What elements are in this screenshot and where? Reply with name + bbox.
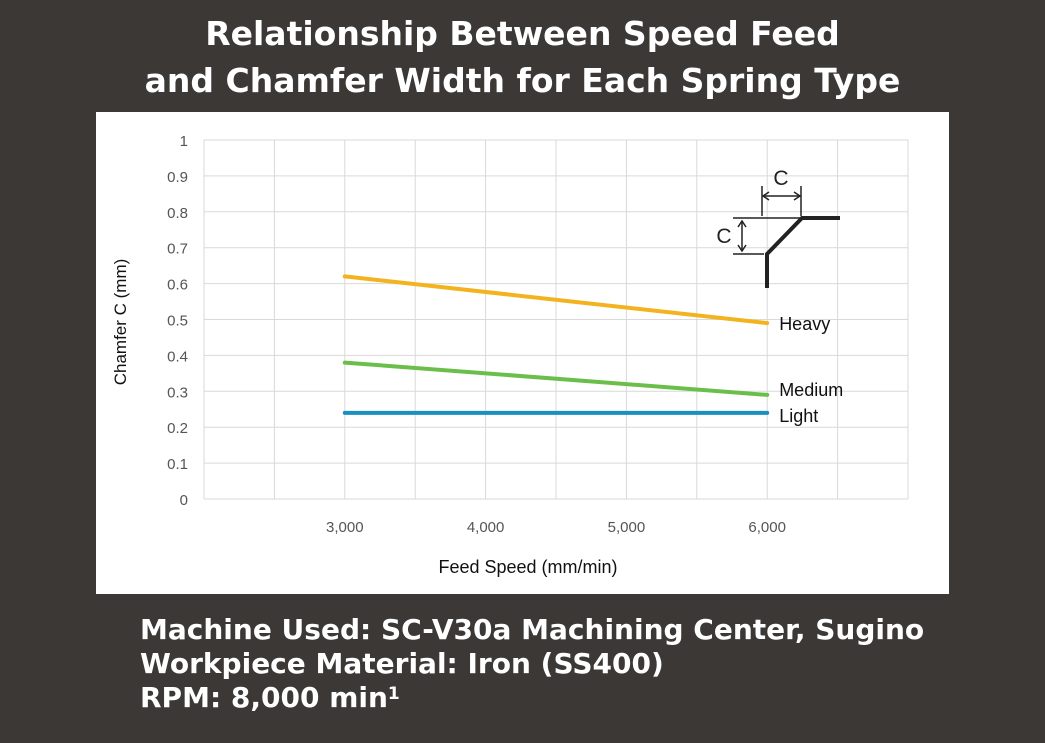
inset-arrowhead bbox=[761, 191, 770, 201]
y-tick-label: 0.2 bbox=[167, 420, 188, 437]
test-conditions: Machine Used: SC-V30a Machining Center, … bbox=[140, 613, 924, 715]
grid bbox=[203, 139, 909, 500]
series-labels: Heavy Medium Light bbox=[779, 314, 843, 426]
inset-label-c-left: C bbox=[716, 225, 731, 248]
x-tick-label: 6,000 bbox=[748, 519, 786, 536]
x-tick-label: 5,000 bbox=[608, 519, 646, 536]
title-line-1: Relationship Between Speed Feed bbox=[205, 14, 840, 53]
x-tick-label: 3,000 bbox=[326, 519, 364, 536]
y-axis-label: Chamfer C (mm) bbox=[111, 259, 130, 386]
chart-title: Relationship Between Speed Feed and Cham… bbox=[0, 10, 1045, 104]
y-tick-label: 0 bbox=[180, 492, 188, 509]
chart-panel: 0 0.1 0.2 0.3 0.4 0.5 0.6 0.7 0.8 0.9 1 3,000 4,000… bbox=[96, 112, 949, 594]
title-line-2: and Chamfer Width for Each Spring Type bbox=[144, 61, 901, 100]
x-tick-labels: 3,000 4,000 5,000 6,000 bbox=[326, 519, 786, 536]
x-tick-label: 4,000 bbox=[467, 519, 505, 536]
series-line-heavy bbox=[342, 274, 770, 326]
line-chart: 0 0.1 0.2 0.3 0.4 0.5 0.6 0.7 0.8 0.9 1 3,000 4,000… bbox=[111, 133, 909, 577]
y-tick-label: 0.8 bbox=[167, 205, 188, 222]
rpm-superscript: 1 bbox=[387, 684, 400, 704]
material-note: Workpiece Material: Iron (SS400) bbox=[140, 647, 664, 680]
inset-arrowhead bbox=[737, 244, 747, 253]
series-lines bbox=[342, 274, 770, 415]
series-line-medium bbox=[342, 360, 770, 397]
inset-chamfer-profile bbox=[765, 216, 840, 288]
machine-note: Machine Used: SC-V30a Machining Center, … bbox=[140, 613, 925, 646]
series-label-medium: Medium bbox=[779, 380, 843, 400]
y-tick-label: 0.6 bbox=[167, 277, 188, 294]
series-label-light: Light bbox=[779, 406, 818, 426]
y-tick-labels: 0 0.1 0.2 0.3 0.4 0.5 0.6 0.7 0.8 0.9 1 bbox=[167, 133, 188, 509]
rpm-note: RPM: 8,000 min1 bbox=[140, 681, 924, 715]
y-tick-label: 0.4 bbox=[167, 348, 188, 365]
y-tick-label: 0.3 bbox=[167, 384, 188, 401]
y-tick-label: 0.1 bbox=[167, 456, 188, 473]
chamfer-inset-diagram: C C bbox=[716, 167, 840, 288]
series-label-heavy: Heavy bbox=[779, 314, 830, 334]
y-tick-label: 1 bbox=[180, 133, 188, 150]
rpm-text: RPM: 8,000 min bbox=[140, 681, 388, 714]
y-tick-label: 0.7 bbox=[167, 241, 188, 258]
inset-arrowhead bbox=[737, 219, 747, 228]
inset-label-c-top: C bbox=[773, 167, 788, 190]
y-tick-label: 0.5 bbox=[167, 313, 188, 330]
y-tick-label: 0.9 bbox=[167, 169, 188, 186]
inset-arrowhead bbox=[793, 191, 802, 201]
x-axis-label: Feed Speed (mm/min) bbox=[438, 557, 617, 577]
